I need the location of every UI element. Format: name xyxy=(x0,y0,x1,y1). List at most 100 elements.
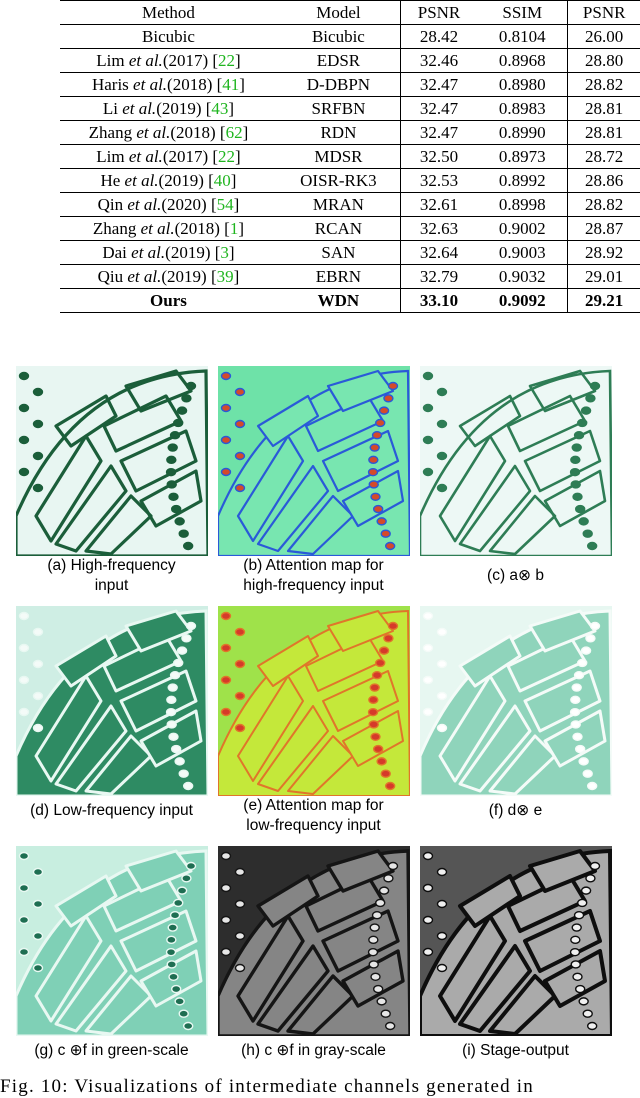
wing-spot xyxy=(380,769,391,778)
wing-spot xyxy=(168,492,179,501)
table-row: He et al.(2019) [40] OISR-RK3 32.53 0.8992 2… xyxy=(60,168,640,193)
wing-spot xyxy=(376,997,387,1006)
cell-psnr: 32.64 xyxy=(400,240,478,265)
figure-caption: Fig. 10: Visualizations of intermediate … xyxy=(0,1076,534,1097)
wing-cell xyxy=(326,849,395,893)
panel-g-image xyxy=(16,846,208,1036)
wing-spot xyxy=(436,419,448,429)
wing-spot xyxy=(182,541,194,551)
wing-outline xyxy=(420,369,612,556)
wing-spot xyxy=(234,483,246,493)
citation-link[interactable]: 39 xyxy=(216,266,234,286)
wing-spot xyxy=(220,435,232,445)
caption-b: (b) Attention map for high-frequency inpu… xyxy=(243,557,384,594)
citation-link[interactable]: 54 xyxy=(216,194,234,214)
wing-spot xyxy=(589,381,601,391)
wing-spot xyxy=(165,707,177,717)
wing-spot xyxy=(572,972,583,981)
wing-spot xyxy=(234,419,246,429)
wing-spot xyxy=(178,1009,189,1018)
wing-spot xyxy=(18,467,30,477)
wing-spot xyxy=(32,659,44,669)
wing-spot xyxy=(18,643,30,653)
wing-spot xyxy=(18,947,30,957)
cell-ssim: 0.8980 xyxy=(477,72,569,97)
cell-ssim: 0.9092 xyxy=(477,288,569,313)
cell-psnr-second: 29.01 xyxy=(567,264,640,289)
citation-link[interactable]: 22 xyxy=(218,50,236,70)
wing-spot xyxy=(436,963,448,973)
wing-spot xyxy=(422,883,434,893)
wing-cell xyxy=(543,469,607,528)
citation-link[interactable]: 43 xyxy=(211,98,229,118)
wing-spot xyxy=(367,947,379,957)
cell-psnr-second: 28.87 xyxy=(567,216,640,241)
wing-spot xyxy=(372,504,384,514)
cell-method: Dai et al.(2019) [3] xyxy=(60,240,277,265)
wing-spot xyxy=(422,675,434,685)
wing-spot xyxy=(580,646,592,655)
panel-e-image xyxy=(218,606,410,796)
wing-spot xyxy=(422,371,434,381)
wing-spot xyxy=(165,947,177,957)
wing-spot xyxy=(384,781,396,791)
wing-cell xyxy=(54,874,118,928)
wing-spot xyxy=(378,646,390,655)
wing-spot xyxy=(589,861,601,871)
panel-b-image xyxy=(218,366,410,556)
wing-spot xyxy=(368,480,379,489)
cell-psnr: 32.47 xyxy=(400,120,478,145)
wing-spot xyxy=(376,517,387,526)
wing-spot xyxy=(380,529,391,538)
wing-spot xyxy=(383,874,394,883)
cell-psnr-second: 28.82 xyxy=(567,192,640,217)
wing-spot xyxy=(181,874,192,883)
wing-spot xyxy=(571,683,582,692)
wing-spot xyxy=(178,529,189,538)
wing-cell xyxy=(438,914,507,1023)
wing-spot xyxy=(371,671,383,680)
panel-c-image xyxy=(420,366,612,556)
wing-spot xyxy=(185,861,197,871)
wing-spot xyxy=(220,883,232,893)
wing-spot xyxy=(170,504,182,514)
wing-spot xyxy=(422,403,434,413)
wing-spot xyxy=(18,611,30,621)
table-row: Lim et al.(2017) [22] EDSR 32.46 0.8968 28.8… xyxy=(60,48,640,73)
wing-spot xyxy=(573,911,585,920)
wing-spot xyxy=(571,443,582,452)
wing-spot xyxy=(436,931,448,941)
header-model: Model xyxy=(276,0,401,25)
citation-link[interactable]: 62 xyxy=(225,122,243,142)
wing-spot xyxy=(375,658,386,668)
table-row: Zhang et al.(2018) [62] RDN 32.47 0.8990 28.… xyxy=(60,120,640,145)
wing-spot xyxy=(32,627,44,637)
citation-link[interactable]: 1 xyxy=(229,218,239,238)
wing-spot xyxy=(585,874,596,883)
citation-link[interactable]: 22 xyxy=(218,146,236,166)
cell-model: RCAN xyxy=(276,216,401,241)
wing-spot xyxy=(573,671,585,680)
citation-link[interactable]: 40 xyxy=(213,170,231,190)
wing-cell xyxy=(119,429,198,493)
wing-spot xyxy=(370,732,381,741)
wing-spot xyxy=(378,406,390,415)
citation-link[interactable]: 41 xyxy=(222,74,240,94)
wing-spot xyxy=(570,960,581,969)
cell-psnr: 32.47 xyxy=(400,72,478,97)
cell-ssim: 0.8983 xyxy=(477,96,569,121)
wing-spot xyxy=(368,455,379,465)
table-row: Bicubic Bicubic 28.42 0.8104 26.00 xyxy=(60,24,640,49)
wing-spot xyxy=(220,611,232,621)
wing-cell xyxy=(458,704,532,793)
citation-link[interactable]: 3 xyxy=(220,242,229,262)
wing-spot xyxy=(367,707,379,717)
table-body: Bicubic Bicubic 28.42 0.8104 26.00 Lim et al.… xyxy=(60,24,640,313)
wing-spot xyxy=(176,646,188,655)
wing-spot xyxy=(169,911,181,920)
wing-spot xyxy=(185,621,197,631)
wing-spot xyxy=(220,707,232,717)
cell-model: SRFBN xyxy=(276,96,401,121)
wing-spot xyxy=(369,923,380,932)
wing-spot xyxy=(571,923,582,932)
